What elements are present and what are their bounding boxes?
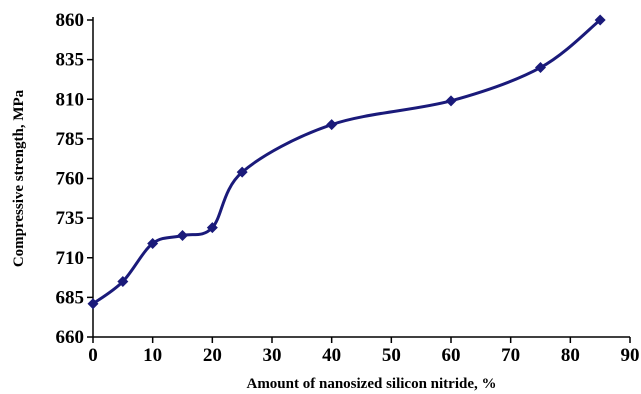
x-tick-label: 0 — [88, 345, 98, 366]
x-tick-label: 90 — [621, 345, 640, 366]
data-point-marker — [147, 237, 159, 249]
y-tick-label: 660 — [56, 327, 85, 348]
x-tick-label: 70 — [501, 345, 520, 366]
y-tick-label: 685 — [56, 287, 85, 308]
data-point-marker — [594, 14, 606, 26]
x-tick-label: 40 — [322, 345, 341, 366]
y-tick-label: 860 — [56, 10, 85, 31]
data-point-marker — [177, 230, 188, 242]
data-point-marker — [326, 119, 338, 131]
x-tick-label: 50 — [382, 345, 401, 366]
y-tick-label: 710 — [56, 248, 85, 269]
data-point-marker — [236, 166, 248, 178]
y-tick-label: 760 — [56, 169, 85, 190]
x-tick-label: 30 — [263, 345, 282, 366]
x-tick-label: 10 — [143, 345, 162, 366]
x-axis-title: Amount of nanosized silicon nitride, % — [246, 376, 496, 392]
data-point-marker — [117, 276, 129, 288]
series-line — [92, 18, 602, 305]
data-point-marker — [206, 222, 218, 234]
y-axis-title: Compressive strength, MPa — [11, 89, 27, 267]
x-axis-ticks: 0 10 20 30 40 50 60 70 80 90 — [88, 337, 640, 366]
data-point-marker — [87, 298, 99, 310]
y-tick-label: 835 — [56, 50, 85, 71]
y-tick-label: 810 — [56, 89, 85, 110]
x-tick-label: 60 — [442, 345, 461, 366]
series-markers — [87, 14, 606, 310]
x-tick-label: 20 — [203, 345, 222, 366]
data-point-marker — [445, 95, 457, 107]
y-tick-label: 785 — [56, 129, 85, 150]
y-axis-ticks: 660 685 710 735 760 785 810 835 860 — [56, 10, 93, 348]
x-tick-label: 80 — [561, 345, 580, 366]
y-tick-label: 735 — [56, 208, 85, 229]
data-point-marker — [535, 62, 546, 74]
